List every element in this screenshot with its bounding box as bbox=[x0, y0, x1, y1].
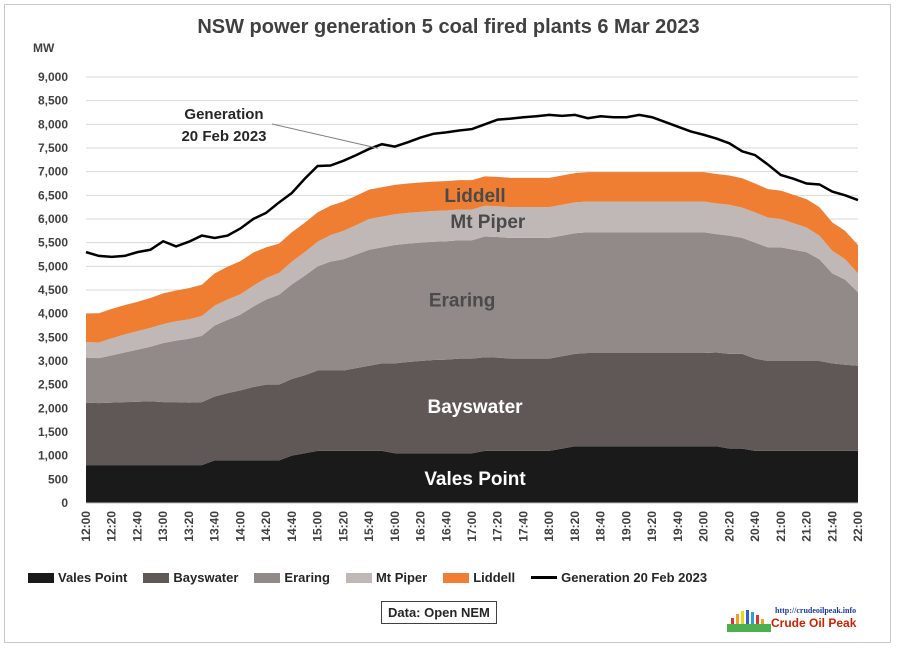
y-tick-label: 5,500 bbox=[38, 236, 68, 250]
y-axis-label: MW bbox=[33, 41, 55, 55]
x-tick-label: 14:00 bbox=[233, 511, 247, 542]
area-mt-piper bbox=[86, 201, 858, 359]
legend-swatch bbox=[254, 572, 281, 583]
x-tick-label: 18:00 bbox=[542, 511, 556, 542]
x-tick-label: 17:00 bbox=[465, 511, 479, 542]
x-tick-label: 18:40 bbox=[594, 511, 608, 542]
legend-label: Mt Piper bbox=[375, 570, 428, 585]
y-tick-label: 6,000 bbox=[38, 212, 68, 226]
series-label-eraring: Eraring bbox=[429, 290, 496, 311]
legend-item-liddell: Liddell bbox=[443, 570, 515, 585]
source-note: Data: Open NEM bbox=[381, 601, 497, 624]
x-tick-label: 19:40 bbox=[671, 511, 685, 542]
legend-swatch bbox=[531, 576, 558, 579]
y-tick-label: 8,000 bbox=[38, 117, 68, 131]
stacked-areas bbox=[86, 172, 858, 503]
area-liddell bbox=[86, 172, 858, 343]
x-tick-label: 19:20 bbox=[645, 511, 659, 542]
legend-label: Vales Point bbox=[58, 570, 128, 585]
x-tick-label: 15:20 bbox=[336, 511, 350, 542]
y-tick-label: 0 bbox=[61, 496, 68, 510]
x-tick-label: 13:20 bbox=[182, 511, 196, 542]
x-tick-label: 20:20 bbox=[722, 511, 736, 542]
x-tick-label: 12:00 bbox=[79, 511, 93, 542]
annotation-leader-line bbox=[271, 123, 379, 149]
legend-swatch bbox=[28, 572, 54, 583]
y-tick-label: 7,000 bbox=[38, 165, 68, 179]
legend-swatch bbox=[143, 572, 170, 583]
x-tick-label: 21:20 bbox=[800, 511, 814, 542]
legend-item-bayswater: Bayswater bbox=[143, 570, 238, 585]
x-tick-label: 13:40 bbox=[208, 511, 222, 542]
legend-label: Generation 20 Feb 2023 bbox=[561, 570, 708, 585]
x-tick-label: 17:20 bbox=[491, 511, 505, 542]
logo-chart-icon bbox=[727, 610, 771, 632]
legend-item-vales-point: Vales Point bbox=[28, 570, 127, 585]
logo-url: http://crudeoilpeak.info bbox=[775, 606, 857, 615]
generation-line bbox=[85, 113, 859, 259]
series-labels: Vales Point Bayswater Eraring Mt Piper Lidde… bbox=[181, 106, 526, 490]
legend-label: Eraring bbox=[284, 570, 330, 585]
x-tick-label: 13:00 bbox=[156, 511, 170, 542]
area-vales-point bbox=[86, 446, 858, 503]
x-tick-label: 16:20 bbox=[414, 511, 428, 542]
x-tick-label: 15:40 bbox=[362, 511, 376, 542]
x-tick-label: 18:20 bbox=[568, 511, 582, 542]
x-tick-label: 12:20 bbox=[105, 511, 119, 542]
legend-label: Bayswater bbox=[173, 570, 239, 585]
x-tick-label: 17:40 bbox=[516, 511, 530, 542]
axes: 0 500 1,000 1,500 2,000 2,500 3,000 3,500 4,000 4… bbox=[33, 41, 865, 542]
x-tick-label: 22:00 bbox=[851, 511, 865, 542]
chart-title: NSW power generation 5 coal fired plants… bbox=[197, 16, 700, 38]
legend-swatch bbox=[345, 572, 372, 583]
legend: Vales Point Bayswater Eraring Mt Piper Lidde… bbox=[28, 570, 878, 585]
x-tick-label: 16:00 bbox=[388, 511, 402, 542]
generation-line-layer bbox=[85, 113, 859, 259]
y-tick-label: 2,000 bbox=[38, 401, 68, 415]
annotation-line1: Generation bbox=[184, 106, 263, 123]
logo-name: Crude Oil Peak bbox=[771, 616, 857, 630]
y-tick-label: 6,500 bbox=[38, 188, 68, 202]
series-label-bayswater: Bayswater bbox=[427, 397, 523, 418]
y-tick-label: 2,500 bbox=[38, 378, 68, 392]
x-tick-label: 21:00 bbox=[774, 511, 788, 542]
x-tick-label: 19:00 bbox=[619, 511, 633, 542]
x-tick-label: 15:00 bbox=[311, 511, 325, 542]
x-tick-label: 20:40 bbox=[748, 511, 762, 542]
legend-item-eraring: Eraring bbox=[254, 570, 330, 585]
x-tick-label: 21:40 bbox=[825, 511, 839, 542]
series-label-mt-piper: Mt Piper bbox=[450, 212, 526, 233]
x-tick-label: 14:20 bbox=[259, 511, 273, 542]
y-tick-label: 5,000 bbox=[38, 259, 68, 273]
series-label-liddell: Liddell bbox=[444, 186, 505, 207]
y-tick-label: 8,500 bbox=[38, 94, 68, 108]
legend-swatch bbox=[443, 572, 470, 583]
y-tick-label: 4,500 bbox=[38, 283, 68, 297]
legend-label: Liddell bbox=[473, 570, 516, 585]
y-tick-label: 500 bbox=[48, 472, 68, 486]
x-tick-label: 16:40 bbox=[439, 511, 453, 542]
y-tick-label: 7,500 bbox=[38, 141, 68, 155]
y-tick-label: 3,500 bbox=[38, 330, 68, 344]
crude-oil-peak-logo: http://crudeoilpeak.info Crude Oil Peak bbox=[727, 606, 877, 632]
area-eraring bbox=[86, 232, 858, 404]
series-label-vales-point: Vales Point bbox=[424, 469, 526, 490]
y-tick-label: 4,000 bbox=[38, 307, 68, 321]
y-tick-label: 9,000 bbox=[38, 70, 68, 84]
x-tick-label: 12:40 bbox=[130, 511, 144, 542]
y-tick-label: 3,000 bbox=[38, 354, 68, 368]
legend-item-generation-20-feb-2023: Generation 20 Feb 2023 bbox=[531, 570, 707, 585]
y-tick-label: 1,000 bbox=[38, 449, 68, 463]
annotation-line2: 20 Feb 2023 bbox=[181, 128, 266, 145]
x-tick-label: 20:00 bbox=[697, 511, 711, 542]
area-bayswater bbox=[86, 352, 858, 466]
legend-item-mt-piper: Mt Piper bbox=[345, 570, 428, 585]
y-tick-label: 1,500 bbox=[38, 425, 68, 439]
x-tick-label: 14:40 bbox=[285, 511, 299, 542]
